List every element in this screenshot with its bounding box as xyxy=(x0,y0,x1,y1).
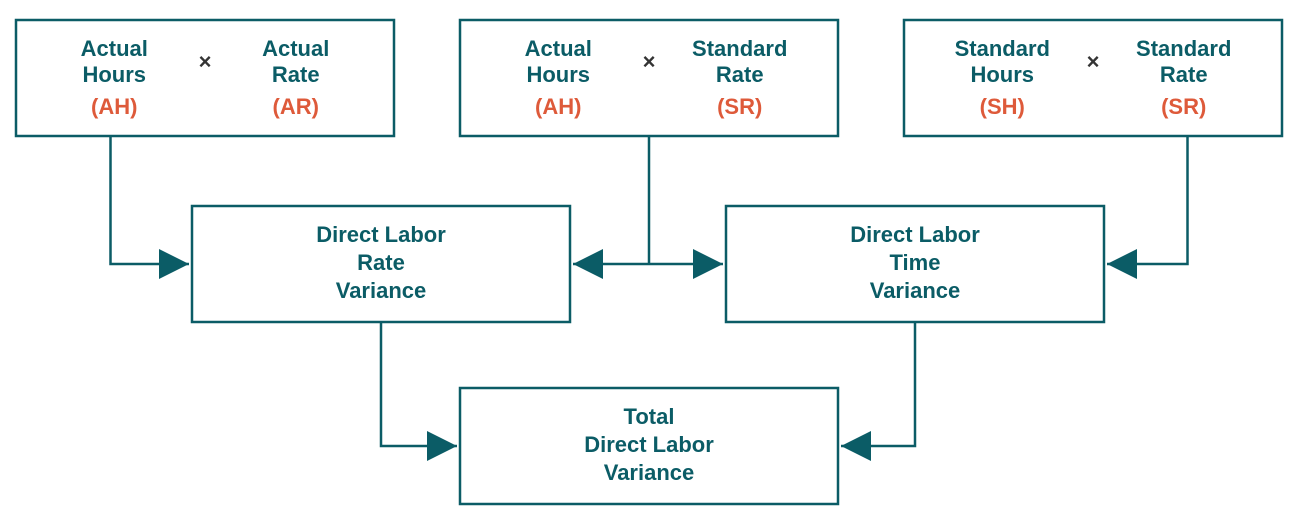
term-right-abbr: (AR) xyxy=(273,94,319,119)
edge-e1 xyxy=(111,136,190,264)
term-left-line2: Hours xyxy=(970,62,1034,87)
label-line-2: Variance xyxy=(604,460,695,485)
term-right-line1: Actual xyxy=(262,36,329,61)
top-box-top1: ActualHours(AH)×ActualRate(AR) xyxy=(16,20,394,136)
label-line-1: Direct Labor xyxy=(584,432,714,457)
term-right-abbr: (SR) xyxy=(717,94,762,119)
box-top1 xyxy=(16,20,394,136)
labor-variance-diagram: ActualHours(AH)×ActualRate(AR)ActualHour… xyxy=(0,0,1300,525)
term-left-line2: Hours xyxy=(82,62,146,87)
term-left-line1: Actual xyxy=(525,36,592,61)
term-left-line1: Actual xyxy=(81,36,148,61)
edge-e6 xyxy=(841,322,915,446)
label-line-1: Time xyxy=(890,250,941,275)
multiply-sign: × xyxy=(643,49,656,74)
label-box-mid1: Direct Labor Rate Variance xyxy=(192,206,570,322)
term-left-abbr: (AH) xyxy=(91,94,137,119)
term-right-line2: Rate xyxy=(1160,62,1208,87)
term-left-line2: Hours xyxy=(526,62,590,87)
top-box-top2: ActualHours (AH) × StandardRate (SR) xyxy=(460,20,838,136)
term-right-line1: Standard xyxy=(1136,36,1231,61)
term-right-abbr: (SR) xyxy=(1161,94,1206,119)
multiply-sign: × xyxy=(199,49,212,74)
term-right-line2: Rate xyxy=(272,62,320,87)
label-line-2: Variance xyxy=(870,278,961,303)
label-line-0: Total xyxy=(624,404,675,429)
term-left-abbr: (SH) xyxy=(980,94,1025,119)
term-right-line2: Rate xyxy=(716,62,764,87)
multiply-sign: × xyxy=(1087,49,1100,74)
label-line-2: Variance xyxy=(336,278,427,303)
label-box-mid2: Direct Labor Time Variance xyxy=(726,206,1104,322)
label-line-0: Direct Labor xyxy=(316,222,446,247)
term-left-line1: Standard xyxy=(955,36,1050,61)
edge-e4 xyxy=(1107,136,1188,264)
label-box-bot1: Total Direct Labor Variance xyxy=(460,388,838,504)
label-line-0: Direct Labor xyxy=(850,222,980,247)
top-box-top3: StandardHours(SH)×StandardRate(SR) xyxy=(904,20,1282,136)
label-line-1: Rate xyxy=(357,250,405,275)
term-right-line1: Standard xyxy=(692,36,787,61)
edge-e5 xyxy=(381,322,457,446)
term-left-abbr: (AH) xyxy=(535,94,581,119)
